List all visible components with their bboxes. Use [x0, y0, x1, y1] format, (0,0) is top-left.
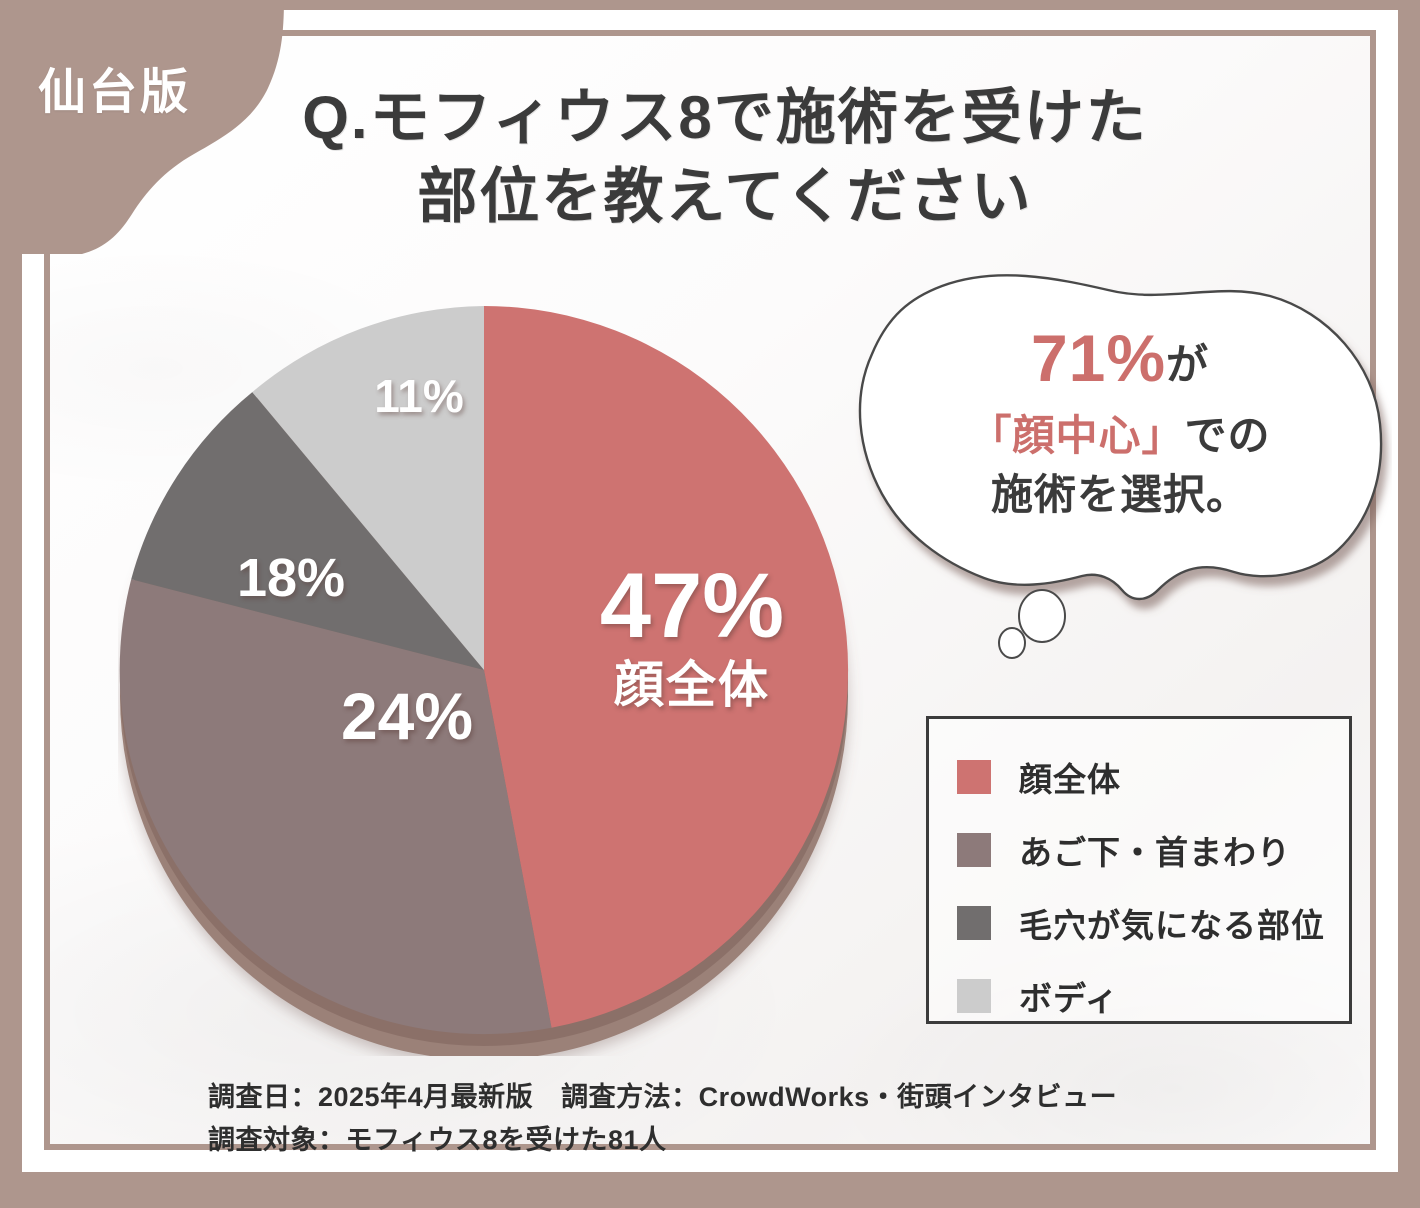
survey-method: 調査方法：CrowdWorks・街頭インタビュー	[561, 1082, 1118, 1112]
legend-item-jaw-neck[interactable]: あご下・首まわり	[957, 826, 1349, 874]
region-badge-label: 仙台版	[38, 66, 192, 119]
legend-label-face: 顔全体	[1019, 761, 1121, 798]
pie-label-face: 47% 顔全体	[552, 558, 832, 711]
legend-item-pores[interactable]: 毛穴が気になる部位	[957, 899, 1349, 947]
legend-label-pores: 毛穴が気になる部位	[1019, 907, 1325, 944]
bubble-droplet-large	[1018, 589, 1066, 643]
callout-line-1: 71%が	[880, 312, 1360, 406]
pie-slice-pores[interactable]	[131, 392, 484, 670]
legend-swatch-face	[957, 760, 991, 794]
legend-label-jaw-neck: あご下・首まわり	[1019, 834, 1291, 871]
pie-label-jaw-neck: 24%	[340, 679, 474, 753]
pie-label-pores: 18%	[236, 548, 346, 608]
bubble-droplet-small	[998, 627, 1026, 659]
survey-footnote: 調査日：2025年4月最新版 調査方法：CrowdWorks・街頭インタビュー 調…	[208, 1076, 1268, 1162]
callout-bubble	[858, 274, 1383, 659]
legend-swatch-jaw-neck	[957, 833, 991, 867]
callout-quoted-term: 「顔中心」	[969, 411, 1185, 459]
page-title-line-1: Q.モフィウス8で施術を受けた	[302, 84, 1148, 151]
pie-slice-jaw-neck[interactable]	[119, 579, 552, 1035]
callout-stat-value: 71%	[1030, 321, 1167, 395]
callout-line-3: 施術を選択。	[990, 471, 1249, 519]
page-title: Q.モフィウス8で施術を受けた 部位を教えてください	[170, 78, 1280, 236]
legend-label-body: ボディ	[1019, 980, 1119, 1017]
chart-legend: 顔全体 あご下・首まわり 毛穴が気になる部位 ボディ	[926, 716, 1352, 1024]
callout-stat-suffix: が	[1166, 341, 1210, 388]
legend-swatch-pores	[957, 906, 991, 940]
pie-chart-svg	[119, 306, 849, 1056]
survey-date: 調査日：2025年4月最新版	[208, 1082, 534, 1112]
legend-item-body[interactable]: ボディ	[957, 972, 1349, 1020]
pie-label-body: 11%	[374, 370, 464, 422]
callout-quoted-suffix: での	[1184, 411, 1271, 459]
callout-bubble-text: 71%が 「顔中心」での 施術を選択。	[880, 312, 1360, 525]
region-badge-blob-icon	[0, 0, 284, 254]
survey-target: 調査対象：モフィウス8を受けた81人	[208, 1125, 667, 1156]
page-title-line-2: 部位を教えてください	[417, 163, 1033, 231]
pie-label-face-category: 顔全体	[614, 656, 770, 713]
pie-label-face-value: 47%	[599, 555, 785, 657]
survey-footnote-line-1: 調査日：2025年4月最新版 調査方法：CrowdWorks・街頭インタビュー	[208, 1076, 1268, 1119]
legend-item-face[interactable]: 顔全体	[957, 753, 1349, 801]
pie-slice-body[interactable]	[252, 306, 484, 670]
callout-line-2: 「顔中心」での	[880, 406, 1360, 466]
legend-swatch-body	[957, 979, 991, 1013]
pie-slice-face[interactable]	[484, 306, 849, 1028]
pie-chart: 47% 顔全体 24% 18% 11%	[118, 296, 870, 1056]
